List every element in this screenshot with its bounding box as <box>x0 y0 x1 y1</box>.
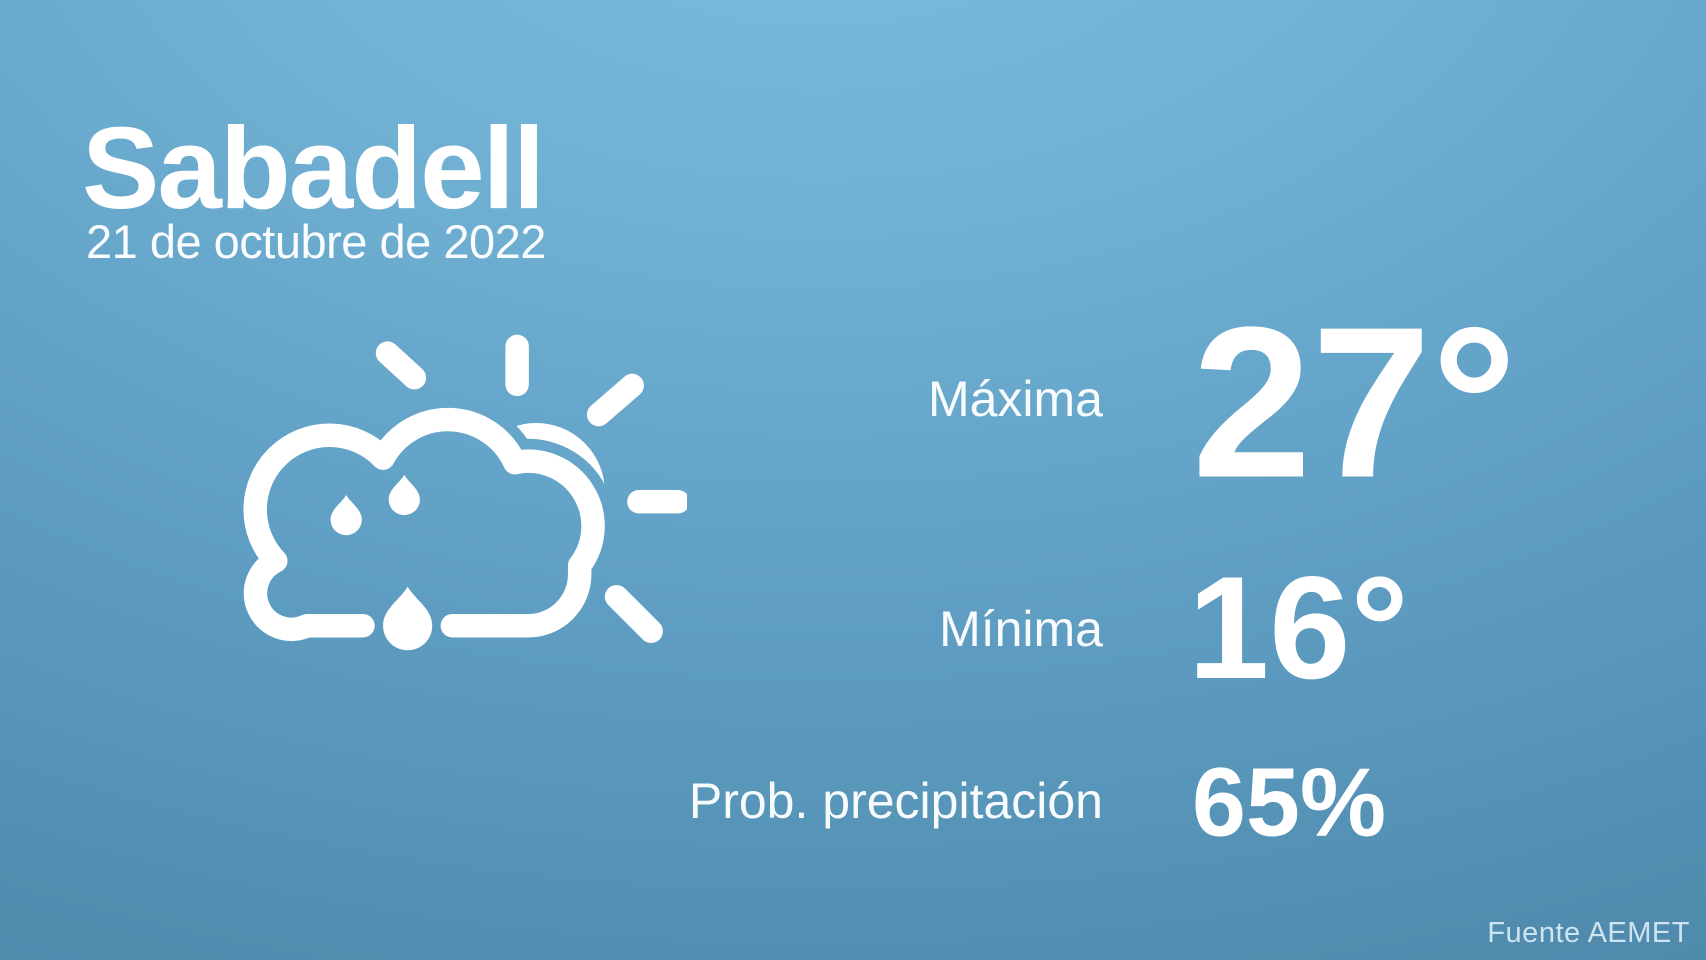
max-temp-value: 27° <box>1192 281 1518 523</box>
forecast-date: 21 de octubre de 2022 <box>86 215 546 268</box>
min-temp-label: Mínima <box>939 601 1103 657</box>
location-title: Sabadell <box>82 103 545 233</box>
min-temp-value: 16° <box>1188 546 1409 709</box>
precipitation-value: 65% <box>1192 747 1387 857</box>
precipitation-label: Prob. precipitación <box>688 773 1103 829</box>
raindrops-shape <box>330 474 433 651</box>
data-source-credit: Fuente AEMET <box>1487 917 1690 949</box>
sun-behind-rain-cloud-icon <box>243 334 687 651</box>
cloud-shape <box>243 407 605 641</box>
max-temp-label: Máxima <box>927 371 1103 427</box>
sun-shape <box>375 334 687 644</box>
